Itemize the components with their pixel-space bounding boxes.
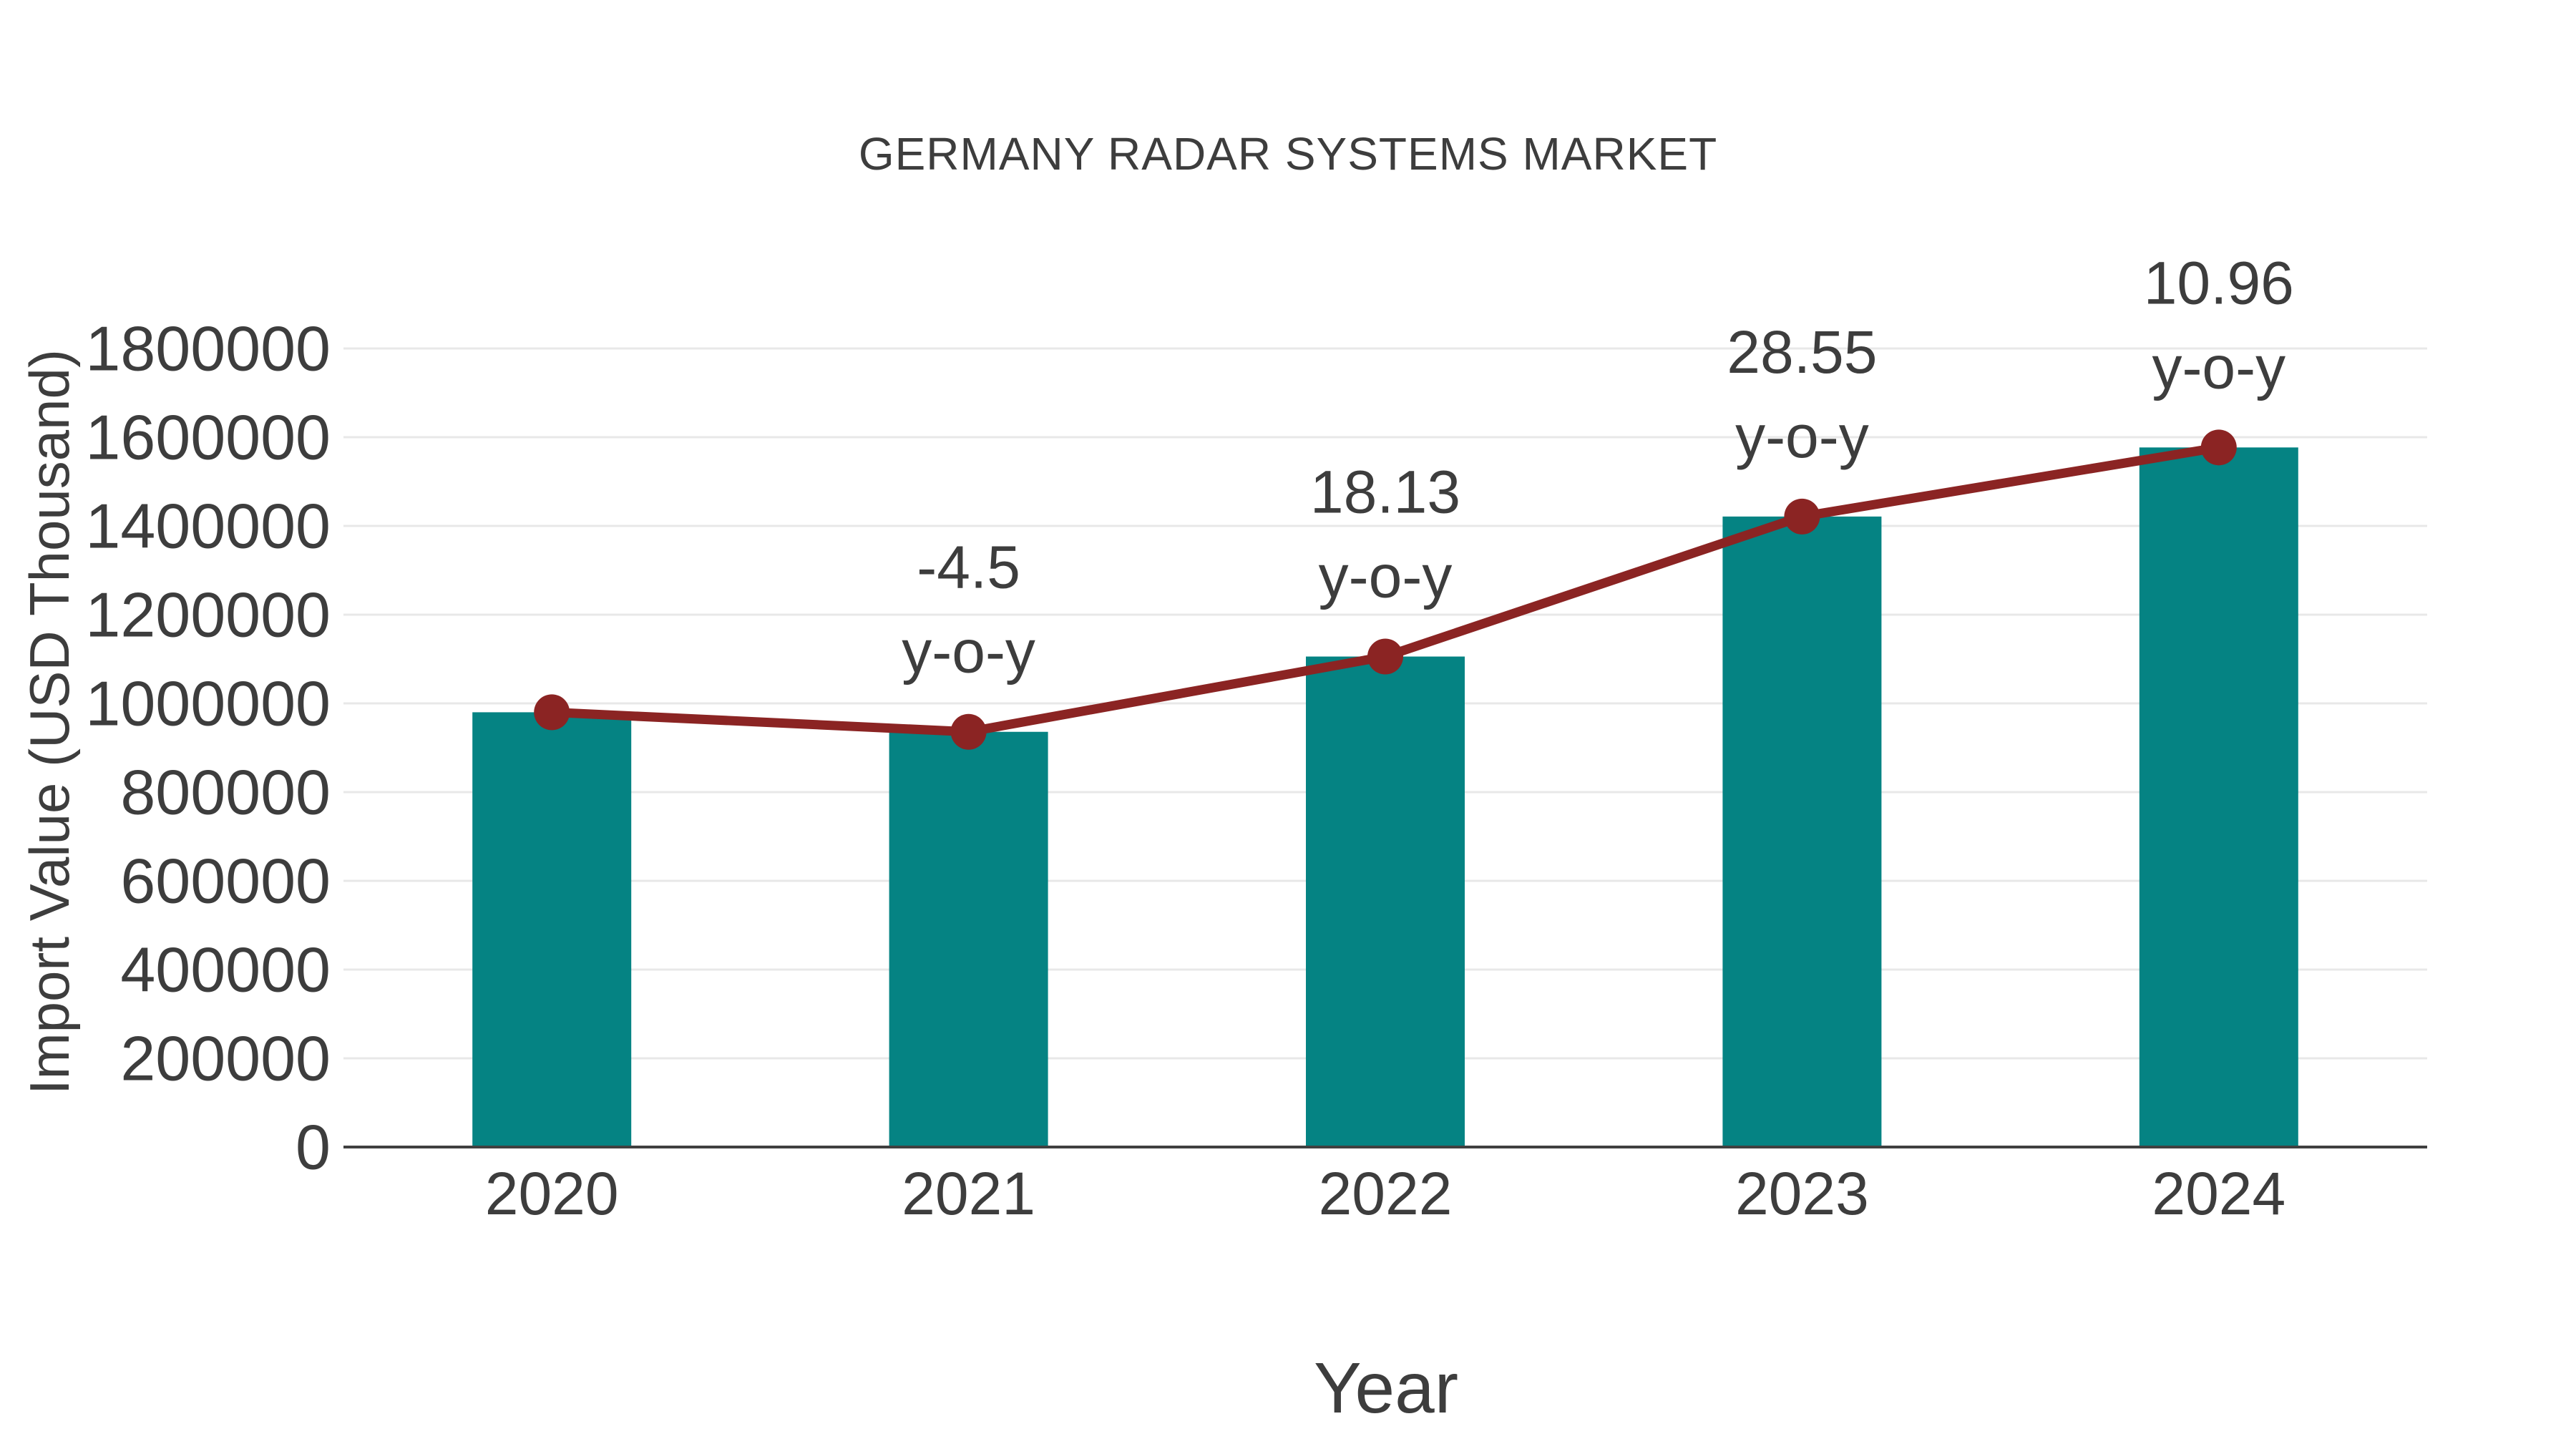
y-tick-label: 400000 bbox=[120, 935, 331, 1005]
x-tick-label: 2022 bbox=[1319, 1160, 1453, 1227]
yoy-suffix-label: y-o-y bbox=[1735, 403, 1869, 470]
y-tick-label: 200000 bbox=[120, 1023, 331, 1094]
trend-marker-2022 bbox=[1367, 638, 1403, 675]
y-tick-label: 0 bbox=[296, 1112, 331, 1183]
bar-2020 bbox=[472, 712, 632, 1147]
y-tick-label: 1200000 bbox=[85, 580, 331, 650]
yoy-suffix-label: y-o-y bbox=[1319, 543, 1453, 610]
y-tick-label: 1600000 bbox=[85, 402, 331, 473]
y-tick-label: 600000 bbox=[120, 846, 331, 917]
yoy-value-label: 10.96 bbox=[2144, 249, 2294, 316]
yoy-suffix-label: y-o-y bbox=[902, 618, 1035, 686]
trend-marker-2024 bbox=[2200, 429, 2237, 466]
trend-marker-2021 bbox=[950, 713, 987, 750]
yoy-value-label: 18.13 bbox=[1310, 459, 1460, 526]
trend-marker-2023 bbox=[1784, 498, 1820, 535]
y-axis-title: Import Value (USD Thousand) bbox=[18, 349, 81, 1095]
bar-2022 bbox=[1306, 656, 1465, 1147]
y-tick-label: 800000 bbox=[120, 757, 331, 828]
x-tick-label: 2021 bbox=[902, 1160, 1035, 1227]
trend-marker-2020 bbox=[534, 694, 570, 731]
bar-2021 bbox=[889, 731, 1048, 1147]
x-tick-label: 2020 bbox=[485, 1160, 619, 1227]
yoy-value-label: -4.5 bbox=[917, 534, 1020, 601]
y-tick-label: 1000000 bbox=[85, 668, 331, 739]
y-tick-label: 1800000 bbox=[85, 313, 331, 384]
x-tick-label: 2023 bbox=[1735, 1160, 1869, 1227]
yoy-value-label: 28.55 bbox=[1727, 318, 1877, 386]
x-axis-title: Year bbox=[1313, 1348, 1459, 1428]
x-tick-label: 2024 bbox=[2152, 1160, 2285, 1227]
y-tick-label: 1400000 bbox=[85, 491, 331, 562]
bar-2023 bbox=[1722, 516, 1882, 1147]
bar-2024 bbox=[2139, 447, 2298, 1147]
yoy-suffix-label: y-o-y bbox=[2152, 333, 2285, 401]
chart-title: GERMANY RADAR SYSTEMS MARKET bbox=[858, 128, 1718, 180]
